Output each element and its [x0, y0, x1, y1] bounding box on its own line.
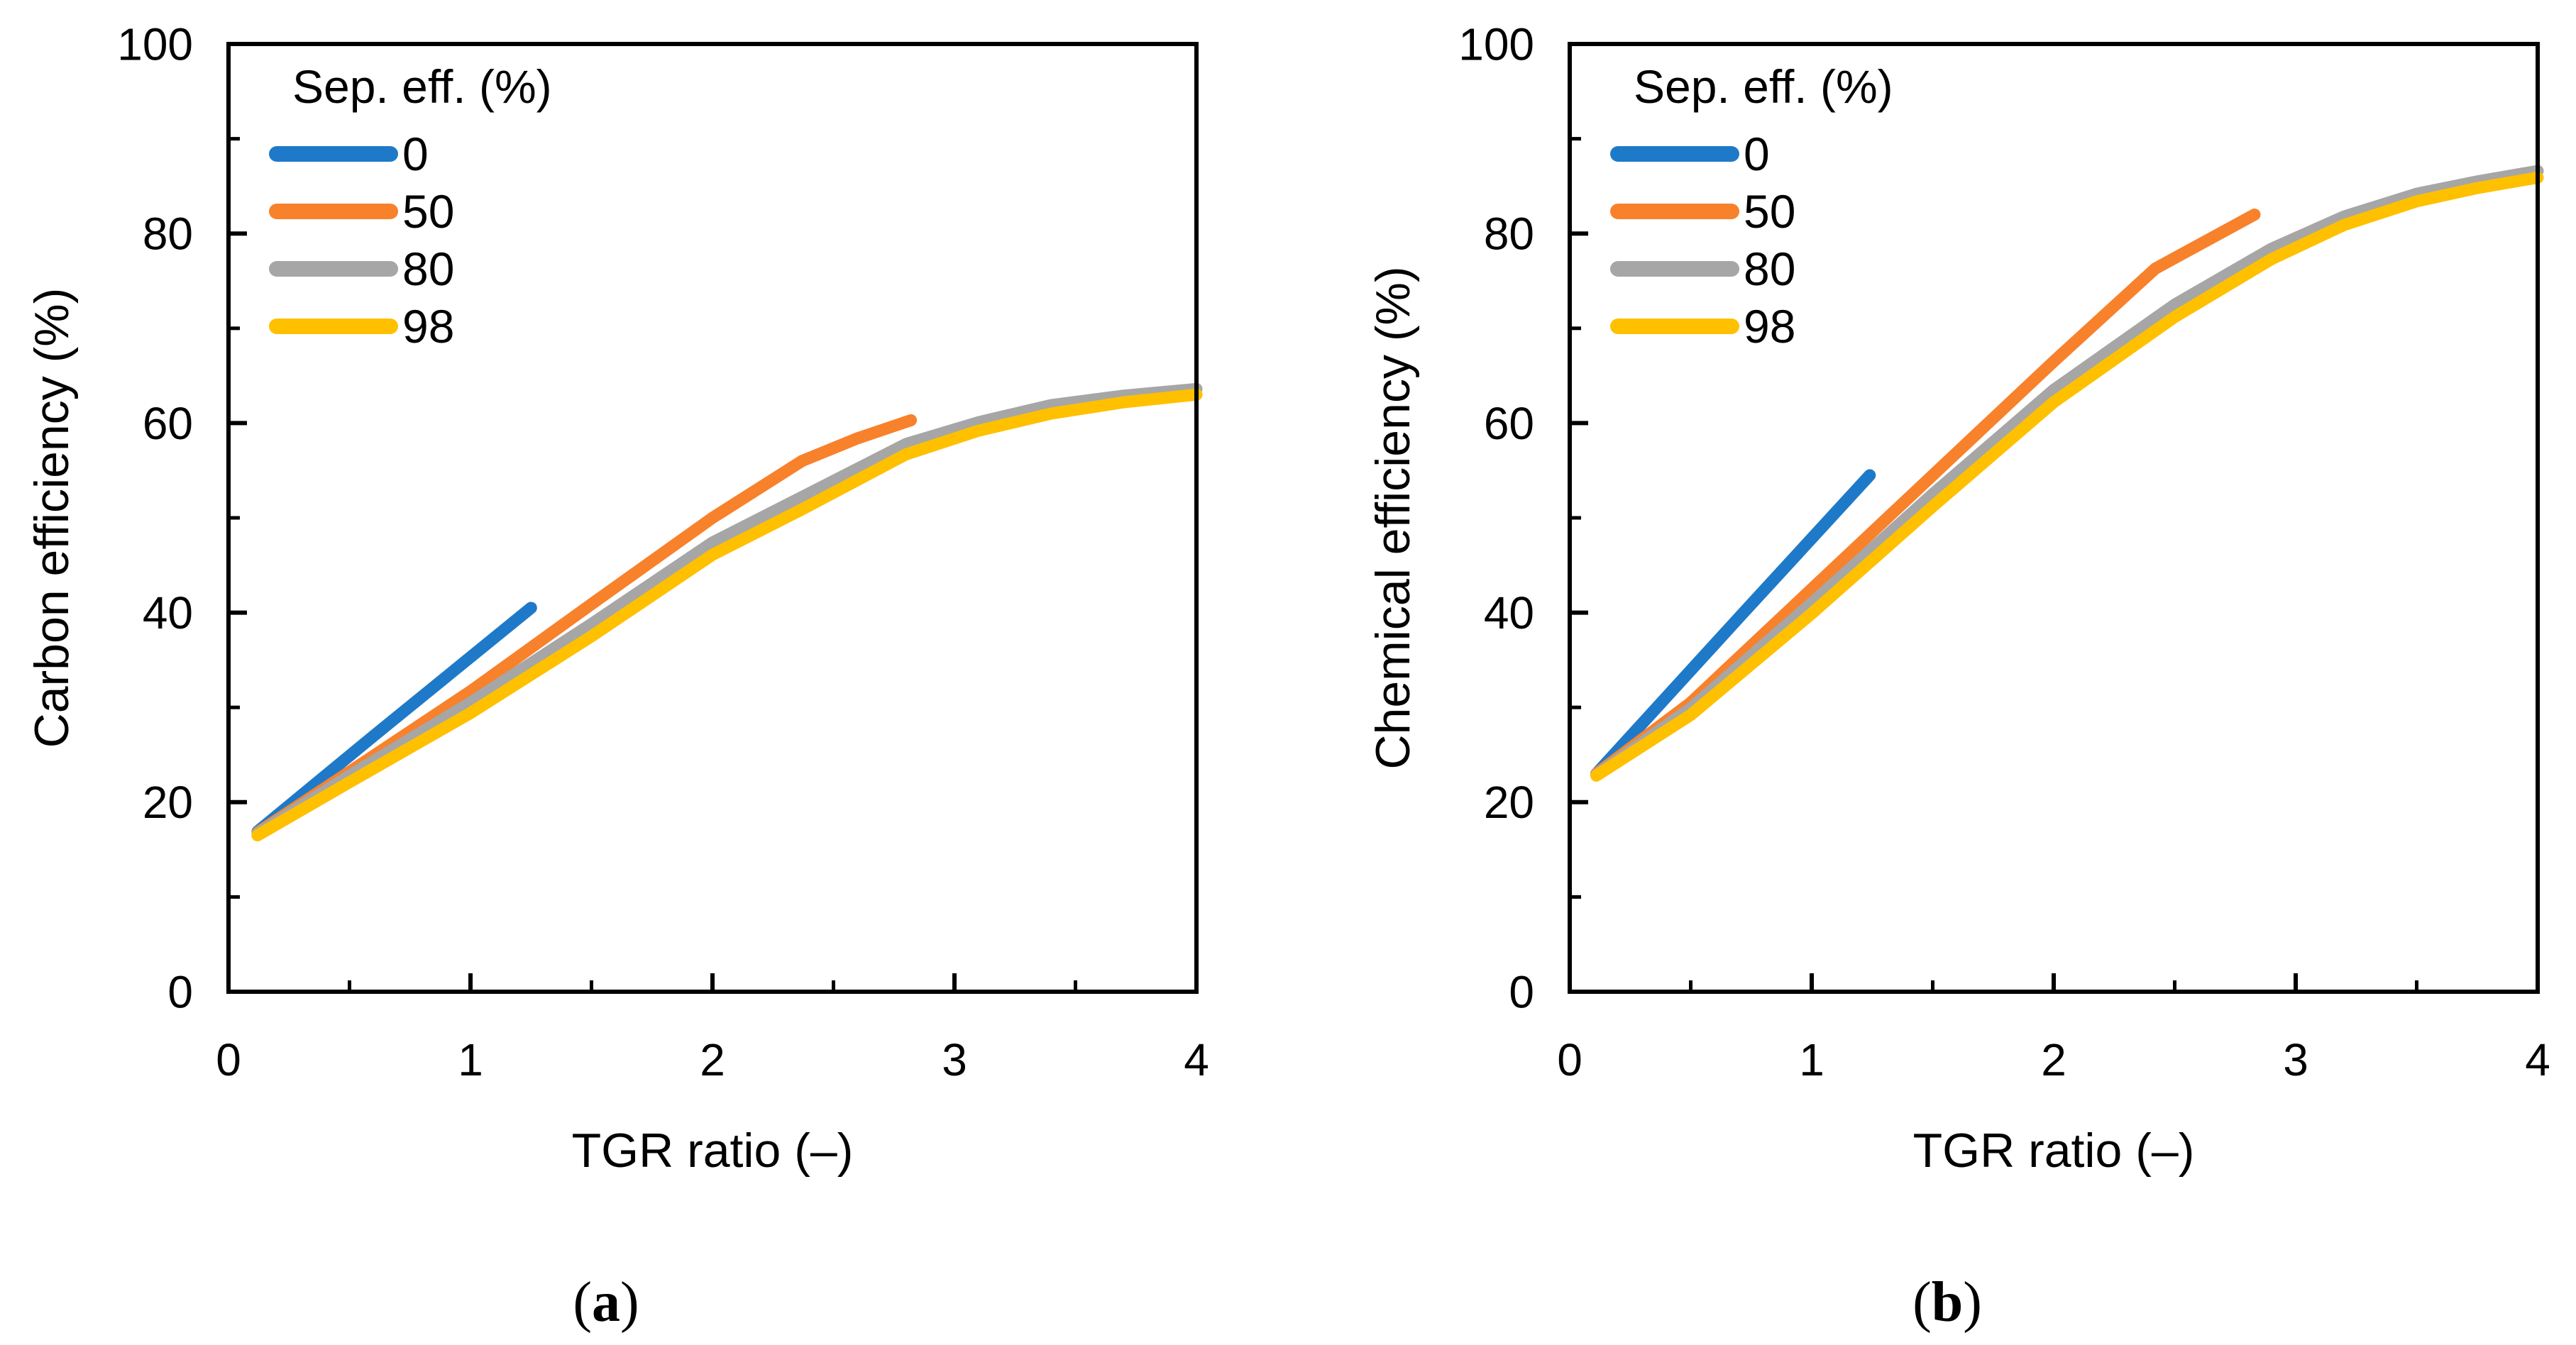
y-axis-tick-label: 20 [143, 777, 193, 828]
caption-open-paren: ( [1912, 1271, 1932, 1334]
y-axis-tick-label: 80 [1484, 209, 1534, 260]
y-axis-tick-label: 100 [117, 18, 193, 70]
x-axis-tick-label: 3 [942, 1034, 967, 1085]
caption-letter-a: a [592, 1271, 620, 1334]
y-axis-title: Carbon efficiency (%) [25, 288, 79, 748]
x-axis-tick-label: 0 [1557, 1034, 1583, 1085]
plot-border [1568, 42, 2540, 994]
legend-label-80: 80 [402, 243, 454, 295]
legend-title: Sep. eff. (%) [1634, 60, 1893, 113]
y-axis-tick-label: 20 [1484, 777, 1534, 828]
caption-letter-b: b [1931, 1271, 1964, 1334]
series-line-sep-eff-0 [1590, 469, 1876, 780]
y-axis-tick-label: 60 [1484, 398, 1534, 449]
x-axis-tick-label: 1 [458, 1034, 483, 1085]
legend-label-80: 80 [1744, 243, 1795, 295]
x-axis-tick-label: 2 [700, 1034, 725, 1085]
y-axis-tick-label: 100 [1458, 18, 1534, 70]
x-axis-title: TGR ratio (–) [572, 1124, 854, 1178]
panel-b-caption: (b) [1734, 1274, 2160, 1331]
series-line-sep-eff-98 [251, 388, 1203, 842]
legend-label-98: 98 [1744, 300, 1795, 353]
series-line-sep-eff-98 [1590, 171, 2544, 782]
legend-label-0: 0 [1744, 128, 1770, 180]
legend-label-98: 98 [402, 300, 454, 353]
y-axis-tick-label: 40 [143, 587, 193, 638]
x-axis-tick-label: 0 [216, 1034, 241, 1085]
legend-title: Sep. eff. (%) [292, 60, 552, 113]
caption-close-paren: ) [1963, 1271, 1982, 1334]
x-axis-title: TGR ratio (–) [1913, 1124, 2195, 1178]
y-axis-tick-label: 80 [143, 209, 193, 260]
x-axis-tick-label: 4 [2525, 1034, 2550, 1085]
x-axis-tick-label: 2 [2041, 1034, 2066, 1085]
panel-a-caption: (a) [393, 1274, 819, 1331]
legend-label-0: 0 [402, 128, 429, 180]
legend-label-50: 50 [1744, 185, 1795, 238]
y-axis-tick-label: 0 [1509, 966, 1534, 1017]
caption-open-paren: ( [573, 1271, 592, 1334]
plot-border [226, 42, 1199, 994]
y-axis-tick-label: 60 [143, 398, 193, 449]
x-axis-tick-label: 1 [1799, 1034, 1824, 1085]
series-line-sep-eff-80 [251, 382, 1203, 840]
y-axis-tick-label: 0 [167, 966, 193, 1017]
caption-close-paren: ) [620, 1271, 639, 1334]
legend-label-50: 50 [402, 185, 454, 238]
series-line-sep-eff-80 [1590, 165, 2544, 781]
y-axis-title: Chemical efficiency (%) [1366, 266, 1420, 769]
x-axis-tick-label: 3 [2283, 1034, 2308, 1085]
y-axis-tick-label: 40 [1484, 587, 1534, 638]
x-axis-tick-label: 4 [1184, 1034, 1209, 1085]
series-line-sep-eff-0 [251, 602, 537, 838]
